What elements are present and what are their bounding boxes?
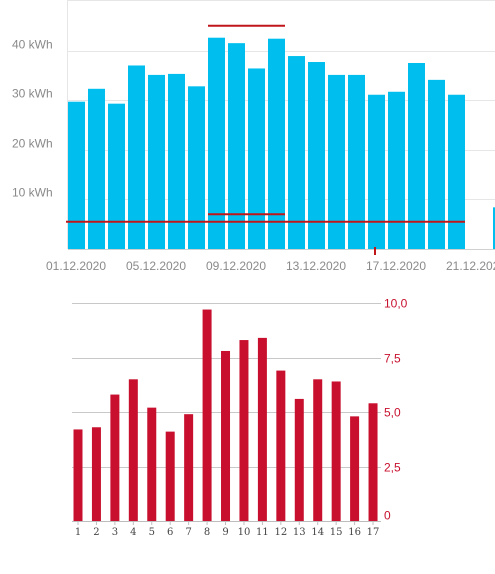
chart1-x-tick-label: 01.12.2020 bbox=[46, 259, 106, 273]
chart1-x-tick-label: 13.12.2020 bbox=[286, 259, 346, 273]
chart2-x-tick-label: 6 bbox=[167, 527, 173, 538]
chart1-bar bbox=[228, 43, 245, 249]
chart2-bar bbox=[276, 370, 286, 521]
chart1-bar bbox=[448, 94, 465, 249]
chart2-x-tick-label: 14 bbox=[311, 527, 324, 538]
chart1-bar bbox=[168, 73, 185, 249]
chart2-x-tick-label: 17 bbox=[367, 527, 380, 538]
chart2-x-tick-label: 11 bbox=[256, 527, 269, 538]
chart2-y-tick-label: 10,0 bbox=[384, 297, 408, 311]
chart1-bar bbox=[268, 38, 285, 249]
chart2-bar bbox=[110, 394, 120, 521]
chart1-y-tick-label: 30 kWh bbox=[12, 87, 53, 101]
chart2-y-tick-label: 7,5 bbox=[384, 352, 401, 366]
chart1-bar bbox=[108, 103, 125, 249]
chart1-x-tick-label: 05.12.2020 bbox=[126, 259, 186, 273]
chart1-x-axis: 01.12.2020 05.12.2020 09.12.2020 13.12.2020… bbox=[46, 259, 495, 273]
daily-average-chart: 02,55,07,510,0 1 2 3 4 5 6 7 8 9 10 11 12 13 14 15 16 17 bbox=[72, 297, 408, 538]
chart1-x-tick-label: 21.12.2020 bbox=[446, 259, 495, 273]
chart2-bar bbox=[331, 381, 341, 521]
chart1-bar bbox=[88, 88, 105, 250]
chart1-y-tick-label: 10 kWh bbox=[12, 186, 53, 200]
chart1-reference-lines bbox=[66, 24, 465, 255]
chart1-bar bbox=[148, 74, 165, 250]
chart2-x-tick-label: 3 bbox=[112, 527, 118, 538]
chart2-x-tick-label: 16 bbox=[348, 527, 361, 538]
chart1-bar bbox=[388, 91, 405, 249]
chart2-x-tick-label: 4 bbox=[130, 527, 136, 538]
chart2-x-tick-label: 7 bbox=[185, 527, 191, 538]
chart2-bar bbox=[257, 337, 267, 521]
chart2-bar bbox=[239, 340, 249, 521]
chart2-x-axis: 1 2 3 4 5 6 7 8 9 10 11 12 13 14 15 16 17 bbox=[75, 521, 380, 538]
chart1-bar bbox=[128, 65, 145, 249]
chart1-bar bbox=[188, 86, 205, 249]
chart2-bar bbox=[165, 431, 175, 521]
chart2-bar bbox=[350, 416, 360, 521]
chart2-bars bbox=[73, 309, 378, 521]
chart1-bar bbox=[208, 37, 225, 250]
chart2-x-tick-label: 15 bbox=[330, 527, 343, 538]
chart2-x-tick-label: 5 bbox=[149, 527, 155, 538]
chart1-bar bbox=[248, 68, 265, 250]
chart2-bar bbox=[202, 309, 212, 521]
chart2-x-tick-label: 12 bbox=[274, 527, 287, 538]
chart1-bar bbox=[68, 101, 85, 249]
chart2-y-tick-label: 2,5 bbox=[384, 461, 401, 475]
chart1-y-tick-label: 40 kWh bbox=[12, 38, 53, 52]
chart1-bar bbox=[493, 207, 495, 249]
chart2-x-tick-label: 2 bbox=[93, 527, 99, 538]
chart2-x-tick-label: 9 bbox=[222, 527, 228, 538]
chart2-bar bbox=[147, 407, 157, 521]
chart1-x-tick-label: 09.12.2020 bbox=[206, 259, 266, 273]
chart1-bar bbox=[308, 62, 325, 250]
chart1-y-axis: 10 kWh 20 kWh 30 kWh 40 kWh bbox=[12, 38, 53, 200]
chart2-y-tick-label: 0 bbox=[384, 509, 391, 523]
chart2-y-axis: 0 2,5 5,0 7,5 10,0 bbox=[384, 297, 408, 523]
chart1-bar bbox=[328, 74, 345, 250]
chart2-bar bbox=[368, 403, 378, 521]
chart1-bar bbox=[428, 79, 445, 249]
chart1-bar bbox=[348, 74, 365, 250]
chart1-x-tick-label: 17.12.2020 bbox=[366, 259, 426, 273]
daily-consumption-chart: 10 kWh 20 kWh 30 kWh 40 kWh 01.12.2020 05.12… bbox=[12, 0, 495, 273]
chart1-bars bbox=[68, 37, 495, 250]
chart2-bar bbox=[184, 414, 194, 521]
chart2-x-tick-label: 13 bbox=[293, 527, 306, 538]
chart2-y-tick-label: 5,0 bbox=[384, 406, 401, 420]
chart1-y-tick-label: 20 kWh bbox=[12, 137, 53, 151]
chart2-bar bbox=[313, 379, 323, 521]
chart2-x-tick-label: 10 bbox=[238, 527, 251, 538]
chart2-bar bbox=[294, 398, 304, 521]
chart2-x-tick-label: 8 bbox=[204, 527, 210, 538]
chart1-bar bbox=[408, 63, 425, 249]
chart1-bar bbox=[368, 94, 385, 249]
chart2-bar bbox=[73, 429, 83, 521]
chart2-x-tick-label: 1 bbox=[75, 527, 81, 538]
chart1-bar bbox=[288, 56, 305, 249]
chart2-bar bbox=[221, 350, 231, 521]
chart2-bar bbox=[128, 379, 138, 521]
chart2-bar bbox=[91, 427, 101, 521]
